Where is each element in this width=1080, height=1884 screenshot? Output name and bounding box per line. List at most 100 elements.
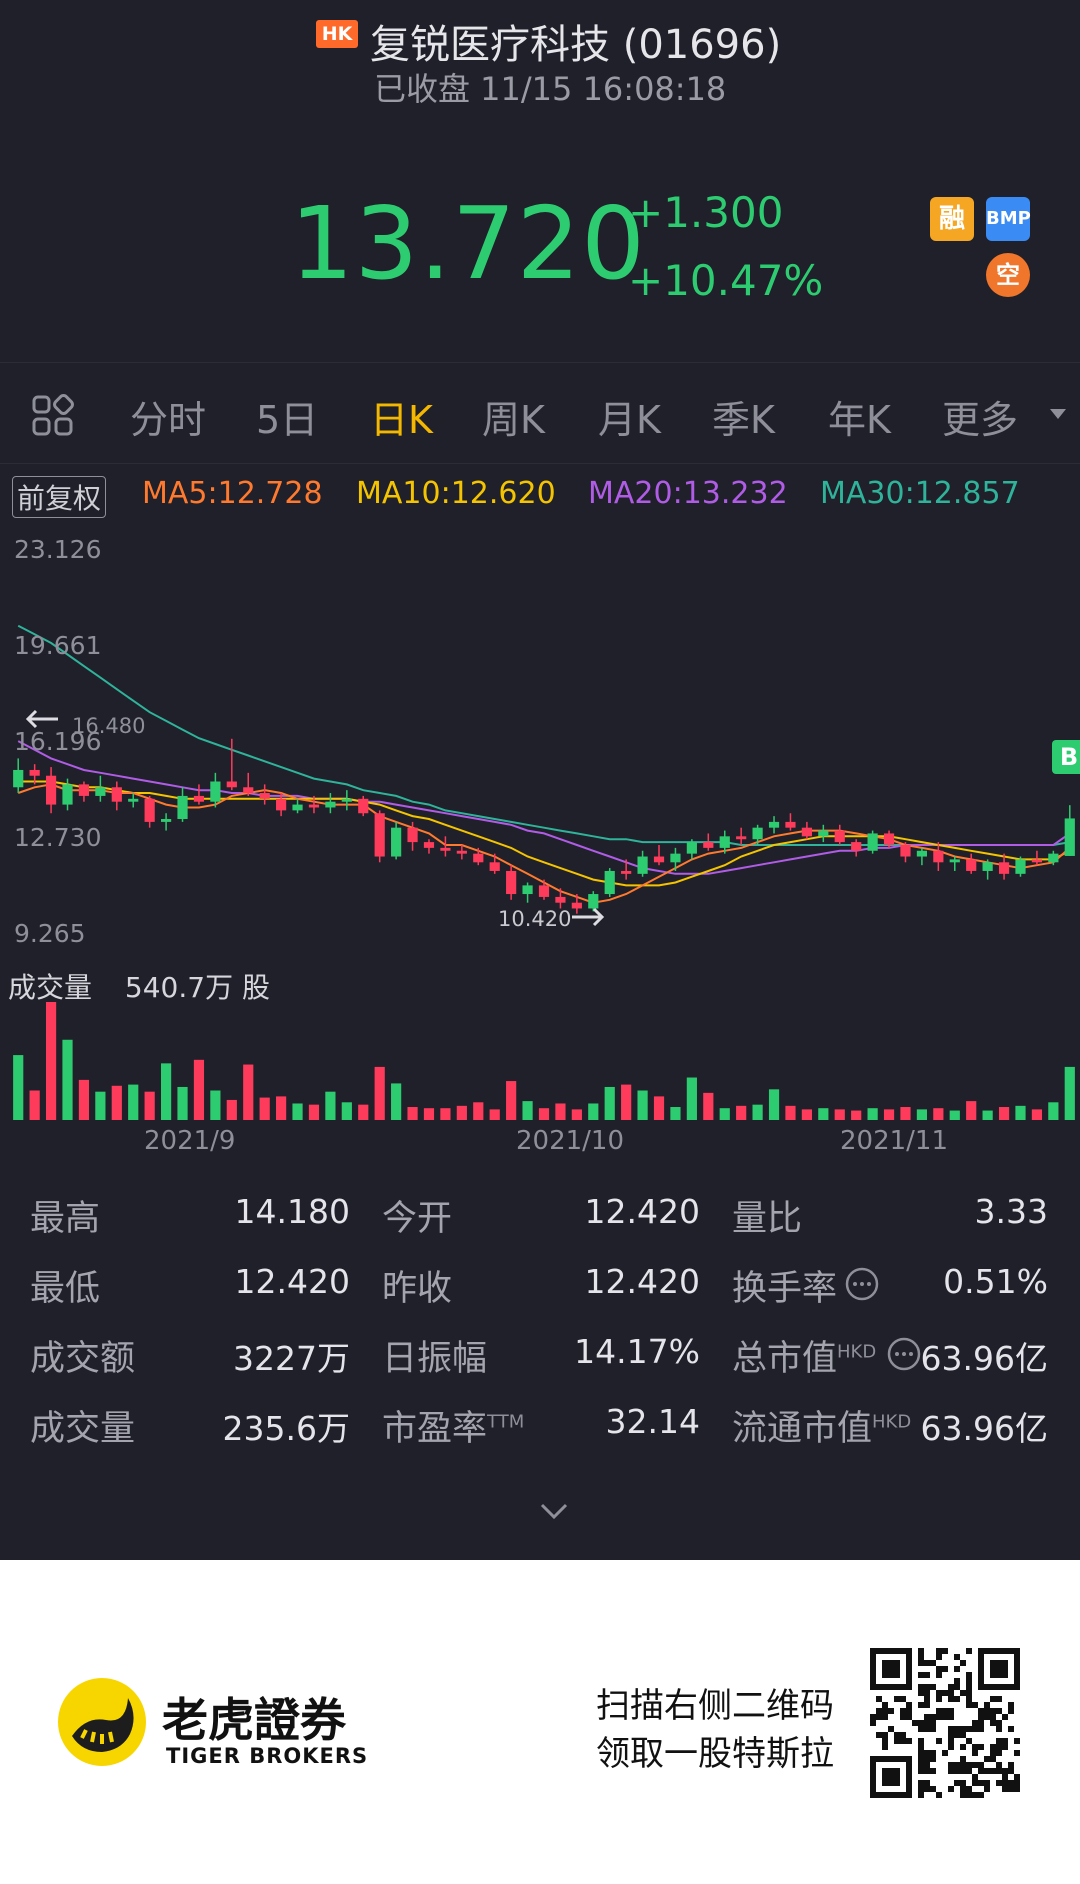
info-icon[interactable] bbox=[886, 1336, 922, 1372]
tab-quarterly-k[interactable]: 季K bbox=[712, 398, 775, 442]
candle-body bbox=[160, 819, 172, 822]
qr-module bbox=[960, 1744, 966, 1750]
volume-bar bbox=[243, 1064, 254, 1120]
qr-module bbox=[936, 1666, 942, 1672]
stat-value: 14.17% bbox=[574, 1332, 700, 1371]
qr-module bbox=[948, 1684, 954, 1690]
candlestick-chart[interactable] bbox=[0, 530, 1080, 970]
x-axis-label: 2021/10 bbox=[516, 1126, 625, 1156]
tab-more[interactable]: 更多 bbox=[942, 398, 1019, 442]
qr-module bbox=[936, 1708, 942, 1714]
candle-body bbox=[391, 827, 402, 857]
candle-body bbox=[276, 798, 287, 811]
candle-body bbox=[1015, 859, 1026, 874]
qr-module bbox=[990, 1714, 996, 1720]
info-icon[interactable] bbox=[844, 1266, 880, 1302]
candle-body bbox=[867, 833, 878, 851]
qr-module bbox=[966, 1678, 972, 1684]
qr-module bbox=[978, 1714, 984, 1720]
qr-module bbox=[906, 1702, 912, 1708]
qr-module bbox=[966, 1702, 972, 1708]
stat-label: 昨收 bbox=[382, 1269, 453, 1309]
tab-daily-k[interactable]: 日K bbox=[370, 398, 433, 442]
qr-module bbox=[972, 1762, 978, 1768]
tab-5day[interactable]: 5日 bbox=[256, 398, 319, 442]
tab-weekly-k[interactable]: 周K bbox=[482, 398, 545, 442]
ma10-line bbox=[18, 780, 1071, 887]
candle-body bbox=[768, 821, 780, 828]
qr-module bbox=[918, 1762, 924, 1768]
qr-module bbox=[894, 1738, 900, 1744]
volume-chart[interactable] bbox=[0, 1000, 1080, 1122]
qr-module bbox=[978, 1744, 984, 1750]
volume-bar bbox=[341, 1102, 352, 1120]
candle-body bbox=[407, 827, 418, 843]
qr-module bbox=[948, 1708, 954, 1714]
qr-finder-center bbox=[882, 1768, 900, 1786]
qr-module bbox=[918, 1744, 924, 1750]
qr-module bbox=[966, 1648, 972, 1654]
qr-module bbox=[1014, 1774, 1020, 1780]
qr-module bbox=[888, 1708, 894, 1714]
qr-module bbox=[954, 1684, 960, 1690]
qr-finder bbox=[870, 1648, 912, 1690]
candle-body bbox=[949, 859, 960, 863]
qr-module bbox=[930, 1684, 936, 1690]
volume-bar bbox=[13, 1055, 24, 1120]
volume-bar bbox=[160, 1063, 172, 1120]
qr-module bbox=[876, 1696, 882, 1702]
qr-module bbox=[960, 1726, 966, 1732]
candle-body bbox=[966, 859, 977, 871]
ma30-value: MA30:12.857 bbox=[820, 476, 1020, 511]
candle-body bbox=[998, 862, 1010, 874]
adjust-mode-button[interactable]: 前复权 bbox=[12, 476, 107, 518]
volume-header: 成交量 540.7万 股 bbox=[8, 966, 270, 1006]
dropdown-arrow-icon[interactable] bbox=[1048, 407, 1068, 421]
ma30-line bbox=[17, 624, 1070, 846]
candle-body bbox=[325, 801, 336, 808]
qr-module bbox=[966, 1672, 972, 1678]
qr-module bbox=[996, 1744, 1002, 1750]
candle-body bbox=[719, 836, 730, 848]
volume-bar bbox=[768, 1089, 780, 1120]
tab-yearly-k[interactable]: 年K bbox=[828, 398, 891, 442]
last-price: 13.720 bbox=[290, 185, 646, 302]
qr-module bbox=[954, 1762, 960, 1768]
qr-module bbox=[1014, 1738, 1020, 1744]
tab-intraday[interactable]: 分时 bbox=[130, 398, 207, 442]
buy-marker[interactable]: B bbox=[1052, 740, 1080, 774]
margin-tag[interactable]: 融 bbox=[930, 197, 974, 241]
expand-chevron-icon[interactable] bbox=[538, 1500, 570, 1522]
qr-module bbox=[966, 1696, 972, 1702]
qr-code-icon[interactable] bbox=[870, 1648, 1020, 1798]
volume-value: 540.7万 股 bbox=[124, 971, 270, 1004]
candle-body bbox=[226, 781, 237, 788]
short-tag[interactable]: 空 bbox=[986, 253, 1030, 297]
qr-module bbox=[870, 1720, 876, 1726]
y-axis-label: 23.126 bbox=[14, 535, 102, 564]
qr-module bbox=[990, 1708, 996, 1714]
volume-bar bbox=[292, 1103, 303, 1120]
candle-body bbox=[95, 787, 106, 796]
qr-module bbox=[996, 1780, 1002, 1786]
volume-bar bbox=[358, 1104, 369, 1120]
volume-bar bbox=[407, 1107, 418, 1120]
qr-module bbox=[870, 1714, 876, 1720]
tab-monthly-k[interactable]: 月K bbox=[598, 398, 661, 442]
candle-body bbox=[308, 804, 320, 808]
candle-body bbox=[555, 896, 566, 903]
qr-module bbox=[876, 1708, 882, 1714]
volume-bar bbox=[276, 1096, 287, 1120]
y-axis-label: 19.661 bbox=[14, 631, 102, 660]
grid-icon[interactable] bbox=[30, 393, 76, 439]
bmp-tag[interactable]: BMP bbox=[986, 197, 1031, 241]
qr-module bbox=[936, 1714, 942, 1720]
volume-bar bbox=[259, 1097, 270, 1120]
candle-body bbox=[210, 781, 221, 802]
stat-label: 最低 bbox=[30, 1269, 101, 1309]
qr-module bbox=[978, 1762, 984, 1768]
candle-body bbox=[144, 798, 155, 822]
candle-body bbox=[62, 784, 73, 805]
candle-body bbox=[670, 853, 681, 863]
qr-module bbox=[954, 1696, 960, 1702]
